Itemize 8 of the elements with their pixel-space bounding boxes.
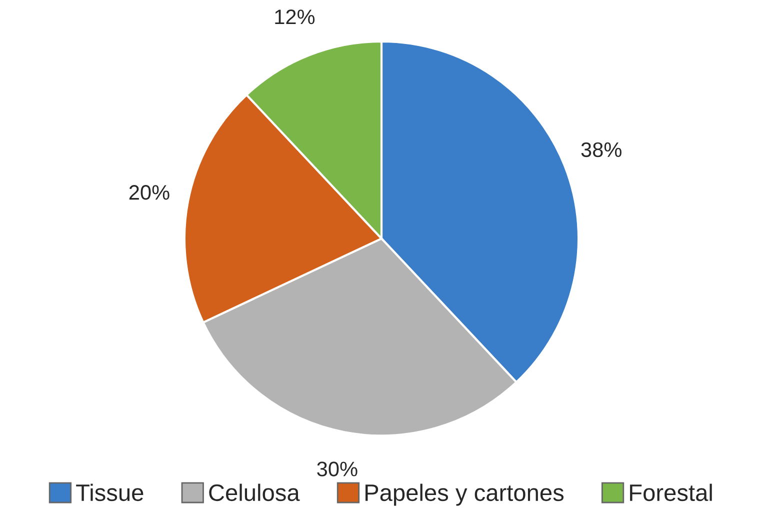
data-label: 38% xyxy=(581,142,622,158)
legend-label: Celulosa xyxy=(209,484,300,502)
data-label: 12% xyxy=(275,10,315,24)
legend-label: Forestal xyxy=(630,484,712,502)
data-label: 20% xyxy=(129,185,170,200)
data-label: 30% xyxy=(317,462,358,476)
legend-label: Tissue xyxy=(76,484,144,502)
legend-label: Papeles y cartones xyxy=(366,484,564,506)
